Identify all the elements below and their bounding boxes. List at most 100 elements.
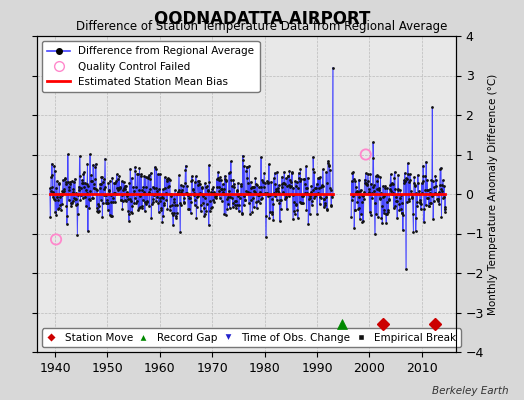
Point: [200, 211, 209, 217]
Point: [324, 160, 333, 166]
Point: [431, 190, 439, 196]
Point: [325, 163, 333, 170]
Point: [226, 194, 234, 200]
Point: [400, 180, 408, 187]
Point: [52, 236, 60, 243]
Point: [265, 215, 274, 221]
Point: [219, 181, 227, 188]
Point: [121, 186, 129, 192]
Point: [261, 190, 269, 197]
Point: [71, 176, 79, 182]
Point: [81, 194, 89, 201]
Point: [142, 201, 150, 207]
Point: [437, 214, 445, 220]
Point: [111, 190, 119, 196]
Point: [301, 189, 309, 196]
Point: [353, 188, 361, 194]
Point: [322, 169, 330, 175]
Y-axis label: Monthly Temperature Anomaly Difference (°C): Monthly Temperature Anomaly Difference (…: [488, 73, 498, 315]
Point: [375, 196, 384, 202]
Point: [243, 164, 251, 170]
Point: [104, 207, 112, 213]
Point: [219, 189, 227, 196]
Point: [194, 178, 202, 184]
Point: [160, 202, 168, 208]
Point: [400, 170, 409, 176]
Point: [199, 200, 207, 206]
Point: [122, 183, 130, 189]
Point: [210, 189, 218, 195]
Point: [255, 184, 263, 190]
Point: [162, 197, 170, 204]
Point: [401, 178, 410, 185]
Point: [416, 200, 424, 206]
Point: [275, 182, 283, 188]
Point: [420, 219, 428, 225]
Point: [161, 190, 170, 196]
Point: [247, 185, 256, 192]
Point: [250, 189, 259, 196]
Point: [133, 170, 141, 177]
Point: [351, 207, 359, 213]
Point: [398, 200, 406, 206]
Point: [276, 196, 285, 203]
Point: [271, 181, 280, 187]
Point: [256, 183, 265, 190]
Point: [409, 229, 418, 236]
Point: [352, 188, 361, 195]
Point: [417, 206, 425, 212]
Point: [318, 182, 326, 189]
Point: [61, 175, 69, 181]
Point: [427, 176, 435, 183]
Point: [277, 181, 286, 188]
Point: [56, 202, 64, 208]
Point: [237, 210, 246, 216]
Point: [211, 194, 219, 200]
Point: [406, 171, 414, 177]
Point: [108, 213, 116, 220]
Point: [97, 174, 106, 180]
Text: Berkeley Earth: Berkeley Earth: [432, 386, 508, 396]
Point: [235, 191, 244, 198]
Point: [351, 206, 359, 213]
Point: [96, 181, 105, 187]
Point: [188, 173, 196, 179]
Point: [89, 194, 97, 201]
Point: [402, 266, 410, 272]
Point: [124, 210, 133, 217]
Point: [215, 176, 223, 183]
Point: [292, 201, 300, 208]
Point: [229, 204, 237, 211]
Point: [275, 190, 283, 196]
Point: [184, 192, 193, 199]
Point: [115, 186, 123, 193]
Point: [405, 179, 413, 185]
Point: [52, 184, 60, 191]
Point: [360, 188, 368, 195]
Point: [162, 178, 171, 184]
Point: [180, 199, 189, 205]
Point: [49, 193, 57, 200]
Point: [262, 213, 270, 220]
Point: [294, 185, 302, 192]
Point: [219, 191, 227, 197]
Point: [380, 207, 388, 214]
Point: [291, 178, 299, 184]
Point: [390, 174, 398, 181]
Point: [97, 197, 105, 203]
Point: [380, 193, 389, 199]
Point: [441, 203, 450, 210]
Point: [77, 185, 85, 192]
Point: [314, 175, 322, 182]
Point: [392, 198, 401, 204]
Point: [321, 202, 329, 208]
Point: [126, 165, 135, 172]
Point: [150, 192, 158, 199]
Point: [91, 164, 100, 170]
Point: [258, 195, 267, 202]
Point: [73, 211, 82, 218]
Point: [375, 184, 383, 191]
Point: [118, 205, 127, 212]
Point: [274, 184, 282, 191]
Point: [140, 208, 149, 214]
